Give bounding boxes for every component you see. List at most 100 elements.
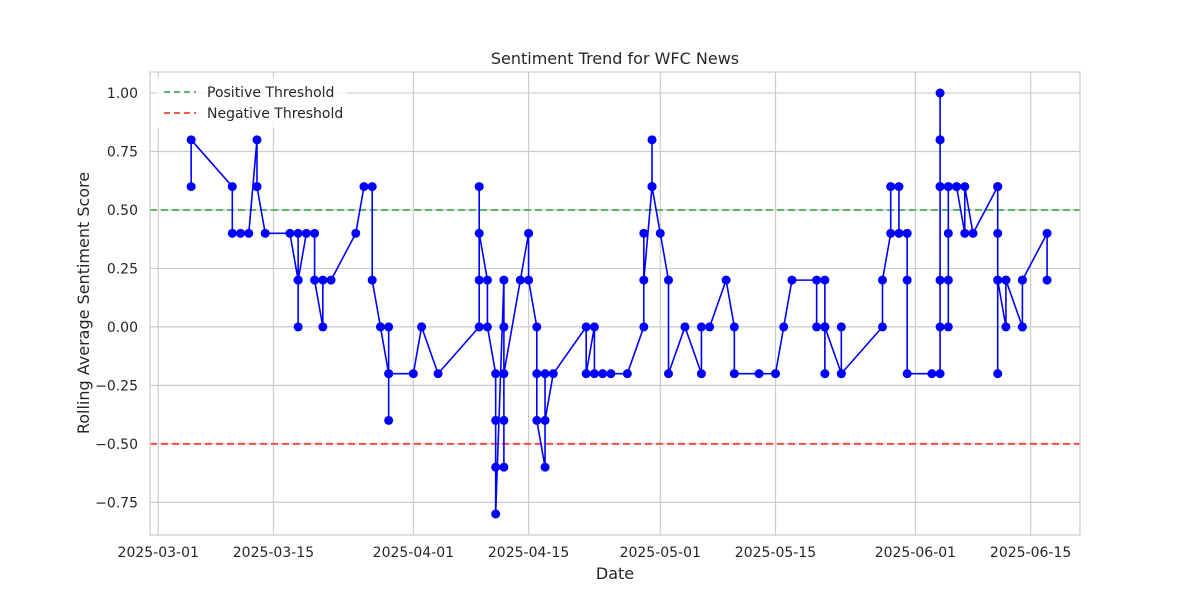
data-point xyxy=(318,322,328,332)
data-point xyxy=(639,275,649,285)
data-point xyxy=(532,415,542,425)
data-point xyxy=(639,228,649,238)
data-point xyxy=(367,275,377,285)
data-point xyxy=(326,275,336,285)
legend-box xyxy=(156,78,346,128)
data-point xyxy=(680,322,690,332)
data-point xyxy=(581,369,591,379)
data-point xyxy=(375,322,385,332)
data-point xyxy=(301,228,311,238)
y-tick-label: 0.50 xyxy=(107,203,138,219)
threshold-lines xyxy=(150,209,1080,445)
data-point xyxy=(359,182,369,192)
plot-frame xyxy=(149,71,1081,536)
data-point xyxy=(227,228,237,238)
data-point xyxy=(894,182,904,192)
data-point xyxy=(548,369,558,379)
data-point xyxy=(491,462,501,472)
data-point xyxy=(293,228,303,238)
data-point xyxy=(499,415,509,425)
data-point xyxy=(721,275,731,285)
data-point xyxy=(581,322,591,332)
data-point xyxy=(812,275,822,285)
legend: Positive Threshold Negative Threshold xyxy=(156,78,346,128)
data-point xyxy=(836,369,846,379)
data-point xyxy=(993,369,1003,379)
data-point xyxy=(1017,322,1027,332)
data-point xyxy=(639,322,649,332)
data-point xyxy=(384,415,394,425)
data-point xyxy=(968,228,978,238)
data-point xyxy=(318,275,328,285)
data-point xyxy=(902,228,912,238)
data-point xyxy=(524,275,534,285)
y-tick-label: 0.00 xyxy=(107,320,138,336)
data-point xyxy=(589,322,599,332)
data-series xyxy=(186,88,1052,519)
data-point xyxy=(943,322,953,332)
data-point xyxy=(384,322,394,332)
data-point xyxy=(993,275,1003,285)
data-point xyxy=(935,322,945,332)
data-point xyxy=(894,228,904,238)
data-point xyxy=(499,369,509,379)
data-point xyxy=(886,182,896,192)
data-point xyxy=(902,369,912,379)
data-point xyxy=(663,275,673,285)
data-point xyxy=(877,322,887,332)
data-point xyxy=(935,135,945,145)
data-point xyxy=(474,182,484,192)
data-point xyxy=(663,369,673,379)
data-point xyxy=(877,275,887,285)
data-point xyxy=(812,322,822,332)
data-point xyxy=(1001,275,1011,285)
data-point xyxy=(1017,275,1027,285)
data-point xyxy=(770,369,780,379)
data-point xyxy=(993,182,1003,192)
data-point xyxy=(252,135,262,145)
y-tick-label: 1.00 xyxy=(107,86,138,102)
x-tick-label: 2025-04-15 xyxy=(488,545,569,561)
data-point xyxy=(482,322,492,332)
data-point xyxy=(754,369,764,379)
data-point xyxy=(935,275,945,285)
data-point xyxy=(902,275,912,285)
y-tick-label: 0.75 xyxy=(107,145,138,161)
data-point xyxy=(540,462,550,472)
data-point xyxy=(1042,228,1052,238)
data-point xyxy=(227,182,237,192)
y-tick-label: −0.25 xyxy=(95,378,138,394)
data-point xyxy=(820,369,830,379)
data-point xyxy=(293,322,303,332)
data-point xyxy=(252,182,262,192)
x-tick-label: 2025-06-15 xyxy=(990,545,1071,561)
data-point xyxy=(499,275,509,285)
data-point xyxy=(310,275,320,285)
data-point xyxy=(244,228,254,238)
y-axis-ticks: 1.00 0.75 0.50 0.25 0.00 −0.25 −0.50 −0.75 xyxy=(95,86,138,511)
data-point xyxy=(367,182,377,192)
data-point xyxy=(696,322,706,332)
data-point xyxy=(935,369,945,379)
data-point xyxy=(515,275,525,285)
data-point xyxy=(589,369,599,379)
x-tick-label: 2025-06-01 xyxy=(875,545,956,561)
x-axis-ticks: 2025-03-01 2025-03-15 2025-04-01 2025-04-15… xyxy=(118,545,1072,561)
data-point xyxy=(474,275,484,285)
data-point xyxy=(260,228,270,238)
data-point xyxy=(236,228,246,238)
y-tick-label: 0.25 xyxy=(107,261,138,277)
data-point xyxy=(433,369,443,379)
data-point xyxy=(482,275,492,285)
y-tick-label: −0.75 xyxy=(95,495,138,511)
data-point xyxy=(886,228,896,238)
x-tick-label: 2025-05-01 xyxy=(620,545,701,561)
data-point xyxy=(705,322,715,332)
data-point xyxy=(952,182,962,192)
data-point xyxy=(647,182,657,192)
x-tick-label: 2025-03-15 xyxy=(233,545,314,561)
data-point xyxy=(1001,322,1011,332)
data-point xyxy=(935,182,945,192)
data-point xyxy=(491,415,501,425)
